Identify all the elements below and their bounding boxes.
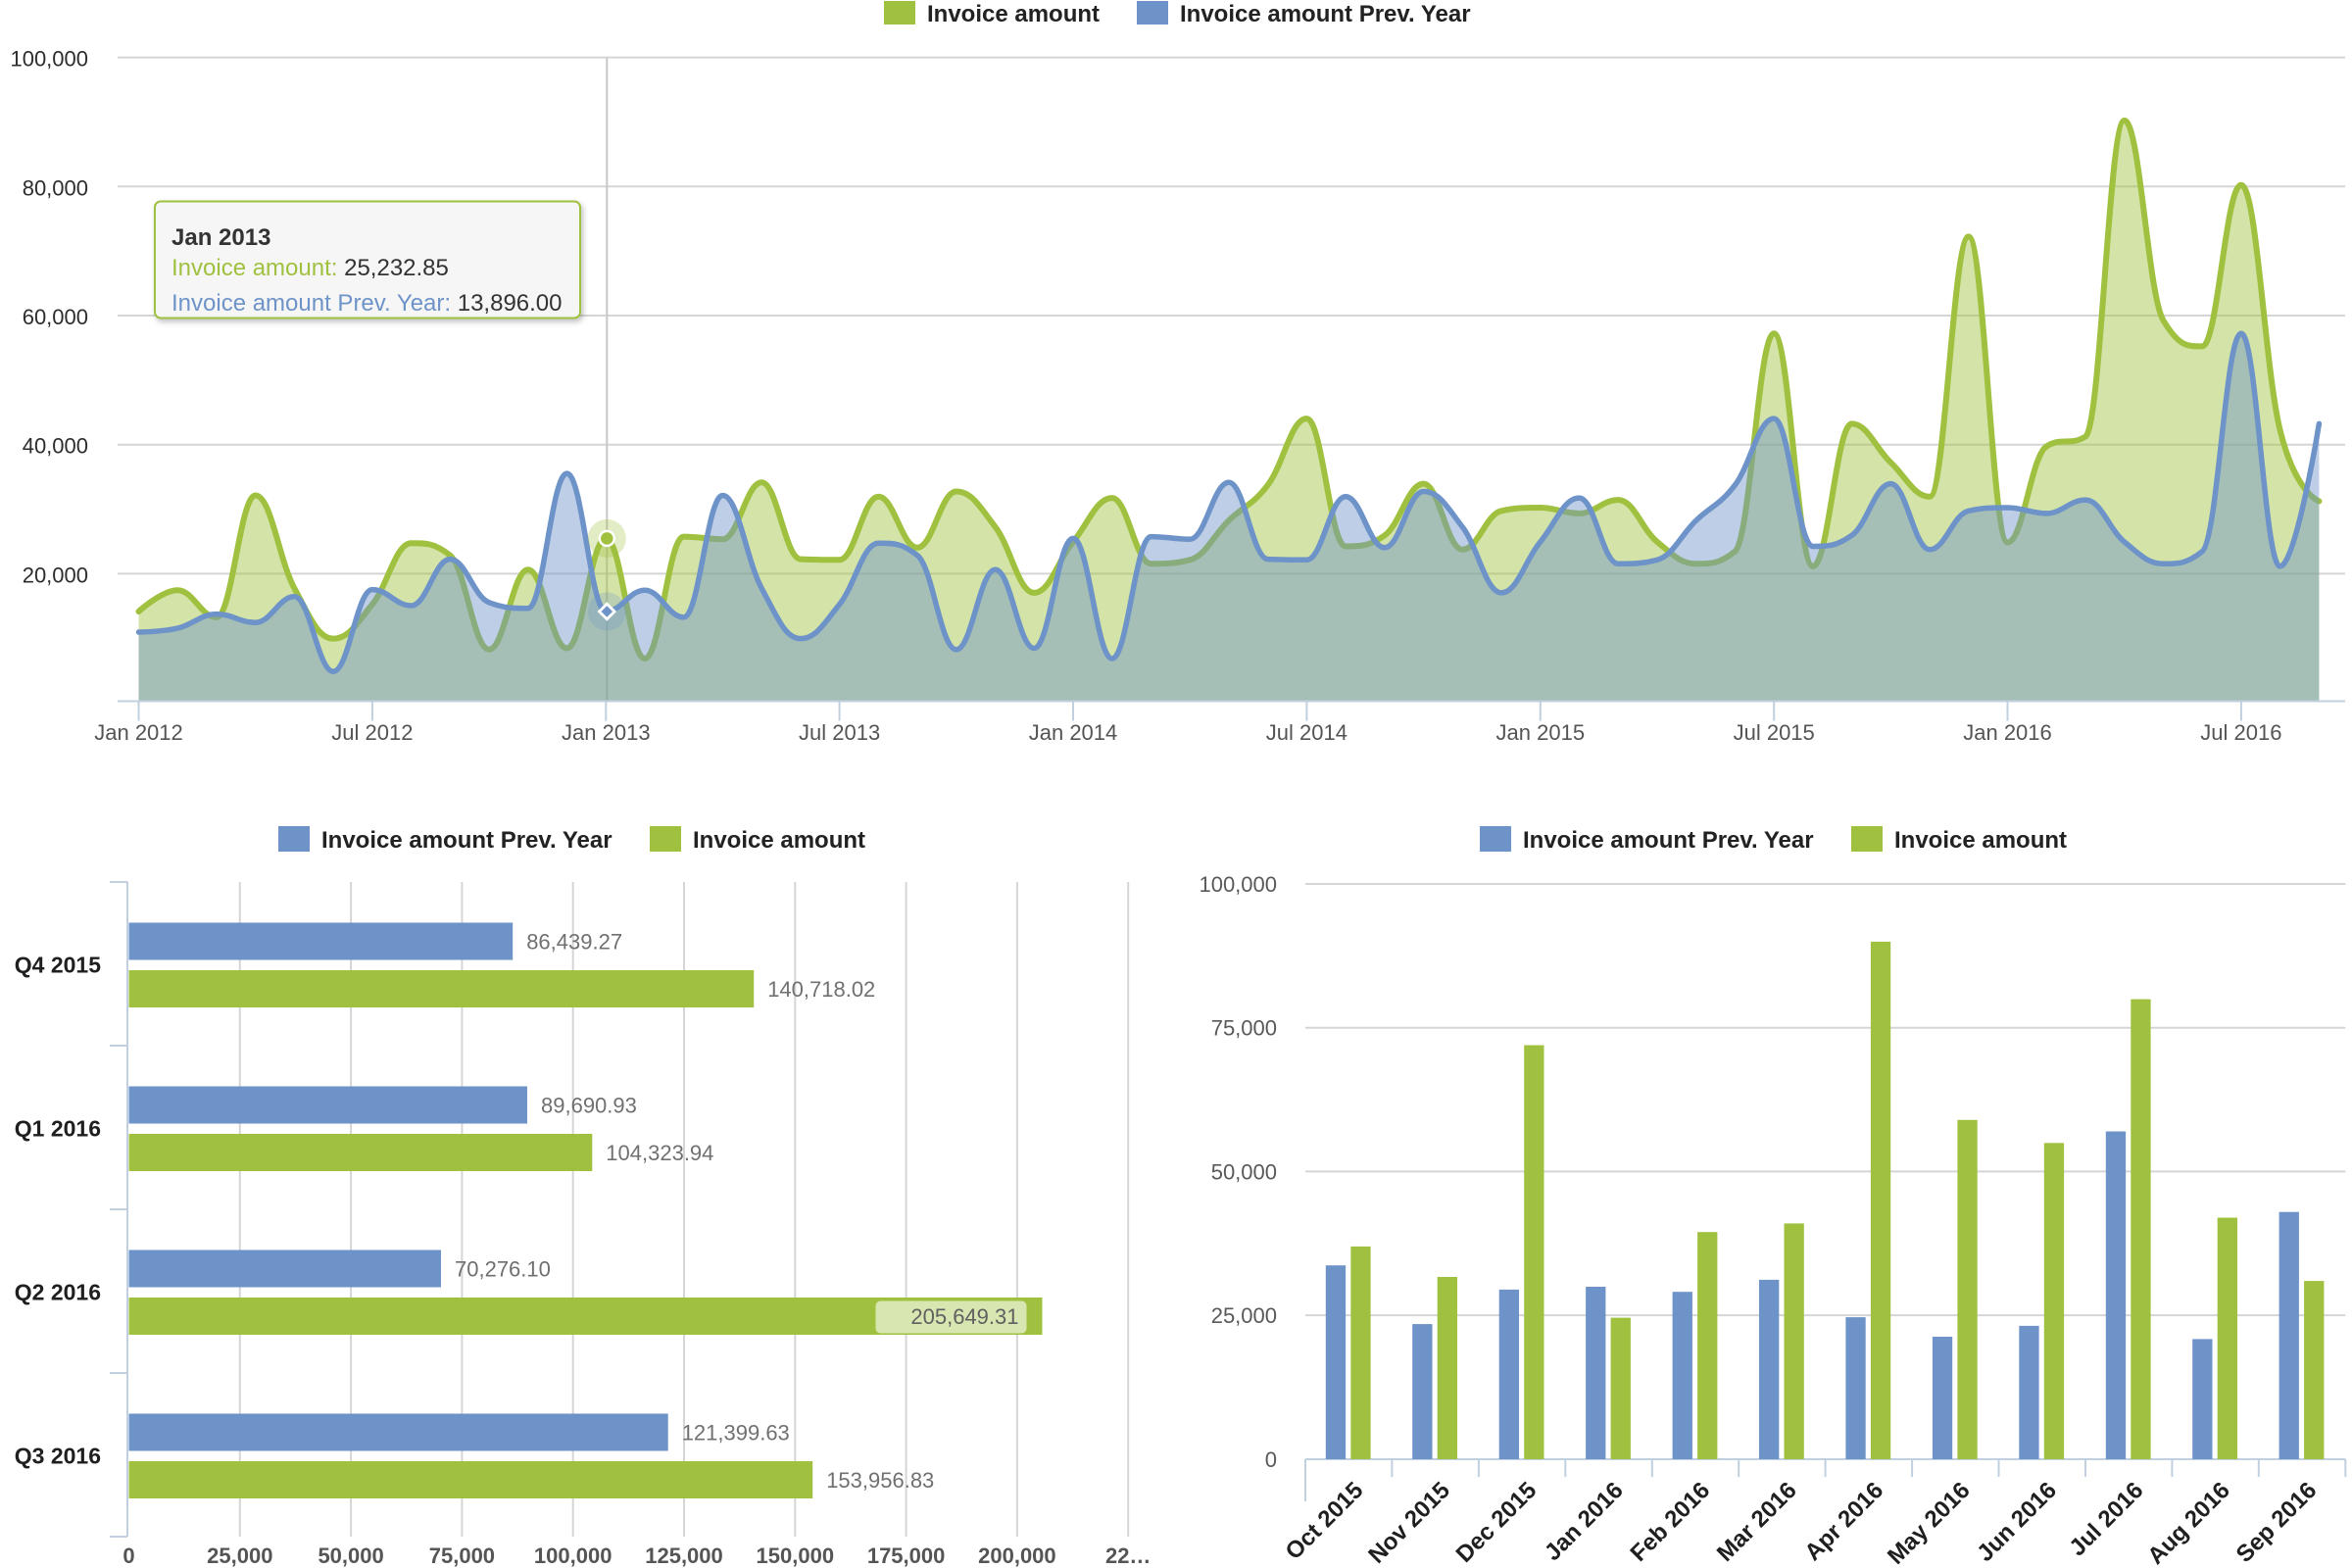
svg-text:75,000: 75,000 (1211, 1016, 1277, 1041)
svg-text:Jan 2012: Jan 2012 (94, 720, 183, 745)
svg-text:Apr 2016: Apr 2016 (1799, 1477, 1888, 1566)
svg-text:40,000: 40,000 (23, 434, 88, 459)
svg-text:104,323.94: 104,323.94 (606, 1141, 713, 1165)
svg-text:Jan 2013: Jan 2013 (562, 720, 651, 745)
svg-text:100,000: 100,000 (534, 1544, 612, 1568)
svg-text:Dec 2015: Dec 2015 (1451, 1477, 1543, 1568)
svg-text:Jul 2013: Jul 2013 (799, 720, 880, 745)
svg-text:Invoice amount Prev. Year: Invoice amount Prev. Year (1180, 1, 1471, 27)
svg-text:50,000: 50,000 (318, 1544, 383, 1568)
svg-text:22…: 22… (1105, 1544, 1151, 1568)
svg-text:125,000: 125,000 (645, 1544, 723, 1568)
svg-text:Invoice amount Prev. Year: Invoice amount Prev. Year (321, 827, 612, 854)
svg-text:86,439.27: 86,439.27 (526, 930, 622, 955)
svg-text:Invoice amount: Invoice amount (693, 827, 865, 854)
svg-text:153,956.83: 153,956.83 (826, 1468, 934, 1493)
svg-text:25,000: 25,000 (1211, 1303, 1277, 1328)
svg-text:121,399.63: 121,399.63 (682, 1421, 790, 1446)
svg-text:Invoice amount: 25,232.85: Invoice amount: 25,232.85 (172, 255, 449, 281)
svg-text:Jan 2016: Jan 2016 (1963, 720, 2052, 745)
svg-text:20,000: 20,000 (23, 563, 88, 587)
svg-text:Oct 2015: Oct 2015 (1281, 1477, 1369, 1565)
svg-text:Feb 2016: Feb 2016 (1626, 1477, 1716, 1567)
svg-text:Invoice amount: Invoice amount (927, 1, 1100, 27)
svg-text:Jan 2015: Jan 2015 (1496, 720, 1586, 745)
svg-text:Jul 2016: Jul 2016 (2200, 720, 2281, 745)
svg-text:0: 0 (1265, 1447, 1277, 1472)
svg-text:100,000: 100,000 (1199, 872, 1277, 897)
svg-text:75,000: 75,000 (429, 1544, 495, 1568)
svg-text:Q1 2016: Q1 2016 (15, 1116, 101, 1142)
svg-text:50,000: 50,000 (1211, 1159, 1277, 1184)
svg-text:Invoice amount Prev. Year: Invoice amount Prev. Year (1523, 827, 1814, 854)
svg-text:Jan 2014: Jan 2014 (1029, 720, 1118, 745)
svg-text:Q4 2015: Q4 2015 (15, 953, 101, 978)
svg-text:200,000: 200,000 (978, 1544, 1056, 1568)
svg-text:Invoice amount Prev. Year: 13,: Invoice amount Prev. Year: 13,896.00 (172, 290, 563, 317)
svg-text:140,718.02: 140,718.02 (767, 977, 875, 1002)
svg-text:May 2016: May 2016 (1883, 1477, 1976, 1568)
svg-text:100,000: 100,000 (10, 47, 88, 72)
svg-text:25,000: 25,000 (207, 1544, 272, 1568)
svg-text:Sep 2016: Sep 2016 (2231, 1477, 2323, 1568)
svg-text:Aug 2016: Aug 2016 (2142, 1477, 2235, 1568)
svg-text:Mar 2016: Mar 2016 (1712, 1477, 1802, 1567)
svg-text:Jul 2015: Jul 2015 (1734, 720, 1815, 745)
svg-text:70,276.10: 70,276.10 (455, 1257, 551, 1282)
svg-text:175,000: 175,000 (867, 1544, 946, 1568)
svg-text:Jul 2016: Jul 2016 (2064, 1477, 2148, 1561)
svg-text:Jun 2016: Jun 2016 (1972, 1477, 2062, 1567)
svg-text:205,649.31: 205,649.31 (910, 1304, 1018, 1329)
svg-text:Jan 2016: Jan 2016 (1540, 1477, 1629, 1566)
svg-text:Nov 2015: Nov 2015 (1363, 1477, 1455, 1568)
svg-text:80,000: 80,000 (23, 175, 88, 200)
svg-text:Jul 2012: Jul 2012 (331, 720, 413, 745)
svg-text:89,690.93: 89,690.93 (541, 1094, 637, 1118)
svg-text:Jan 2013: Jan 2013 (172, 224, 270, 251)
svg-text:0: 0 (122, 1544, 134, 1568)
svg-text:Q2 2016: Q2 2016 (15, 1280, 101, 1305)
svg-text:Q3 2016: Q3 2016 (15, 1444, 101, 1469)
svg-text:150,000: 150,000 (757, 1544, 835, 1568)
svg-text:Jul 2014: Jul 2014 (1266, 720, 1348, 745)
svg-text:Invoice amount: Invoice amount (1894, 827, 2067, 854)
svg-text:60,000: 60,000 (23, 305, 88, 329)
